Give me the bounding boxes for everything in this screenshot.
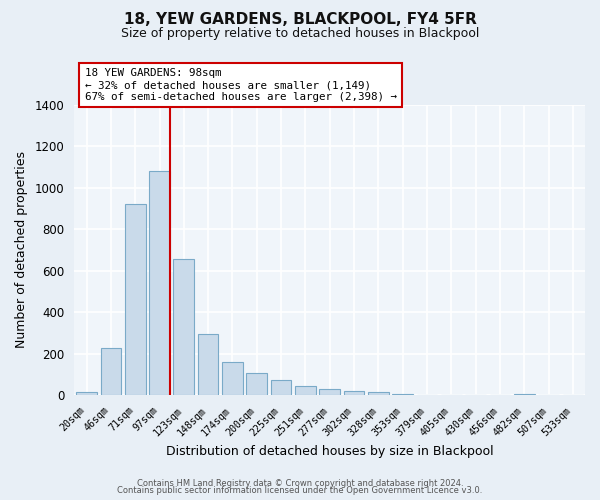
Text: Contains HM Land Registry data © Crown copyright and database right 2024.: Contains HM Land Registry data © Crown c…: [137, 478, 463, 488]
Bar: [173, 260, 194, 396]
Bar: [368, 392, 389, 396]
Bar: [344, 391, 364, 396]
Text: 18, YEW GARDENS, BLACKPOOL, FY4 5FR: 18, YEW GARDENS, BLACKPOOL, FY4 5FR: [124, 12, 476, 28]
Bar: [222, 362, 243, 396]
Text: Size of property relative to detached houses in Blackpool: Size of property relative to detached ho…: [121, 28, 479, 40]
Text: 18 YEW GARDENS: 98sqm
← 32% of detached houses are smaller (1,149)
67% of semi-d: 18 YEW GARDENS: 98sqm ← 32% of detached …: [85, 68, 397, 102]
Bar: [125, 204, 146, 396]
Bar: [295, 386, 316, 396]
Bar: [392, 394, 413, 396]
Bar: [319, 390, 340, 396]
Bar: [247, 373, 267, 396]
Bar: [198, 334, 218, 396]
Y-axis label: Number of detached properties: Number of detached properties: [15, 152, 28, 348]
Bar: [76, 392, 97, 396]
Bar: [514, 394, 535, 396]
Bar: [271, 380, 292, 396]
Text: Contains public sector information licensed under the Open Government Licence v3: Contains public sector information licen…: [118, 486, 482, 495]
Bar: [101, 348, 121, 396]
X-axis label: Distribution of detached houses by size in Blackpool: Distribution of detached houses by size …: [166, 444, 494, 458]
Bar: [149, 171, 170, 396]
